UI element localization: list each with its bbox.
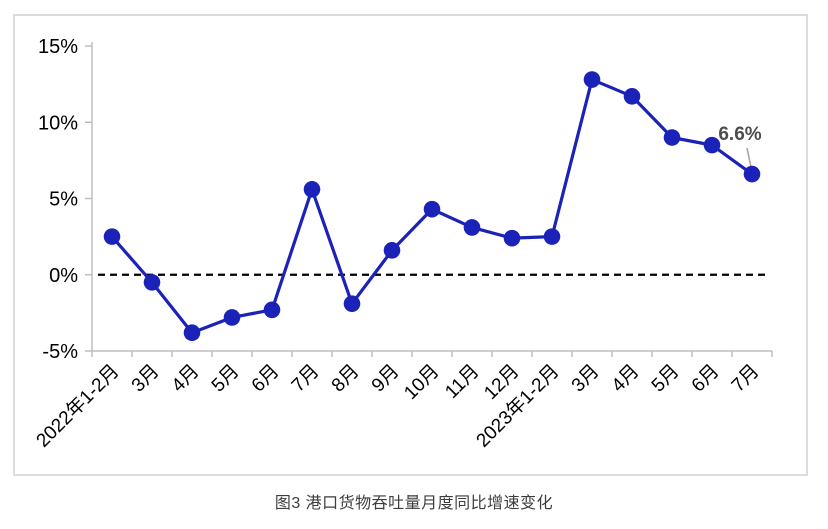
data-point: [463, 219, 481, 236]
y-tick-label: 10%: [38, 112, 78, 134]
data-point: [143, 274, 161, 291]
y-tick-label: 5%: [49, 189, 78, 211]
x-tick-label: 3月: [568, 361, 604, 397]
data-point: [423, 200, 441, 218]
data-point: [503, 229, 521, 247]
y-tick-label: 0%: [49, 265, 78, 287]
data-point: [583, 71, 601, 88]
figure-caption: 图3 港口货物吞吐量月度同比增速变化: [274, 495, 554, 512]
x-tick-label: 4月: [608, 361, 644, 397]
x-tick-label: 11月: [441, 361, 483, 403]
data-point: [103, 228, 121, 245]
data-point: [183, 324, 201, 342]
x-tick-label: 2022年1-2月: [32, 360, 124, 452]
data-point: [623, 88, 641, 105]
annotation-label: 6.6%: [718, 124, 761, 145]
data-point: [343, 295, 361, 313]
annotation-leader-line: [746, 147, 752, 168]
x-tick-label: 7月: [288, 361, 324, 397]
x-tick-label: 6月: [688, 361, 724, 397]
data-point: [383, 242, 401, 259]
x-tick-label: 6月: [248, 361, 284, 397]
data-point: [663, 129, 681, 146]
data-point: [743, 165, 761, 183]
x-tick-label: 5月: [208, 361, 244, 397]
data-point: [303, 181, 321, 198]
x-tick-label: 3月: [128, 361, 164, 397]
x-tick-label: 10月: [400, 361, 443, 404]
data-point: [543, 228, 561, 245]
x-tick-label: 9月: [368, 361, 404, 397]
x-tick-label: 7月: [728, 361, 764, 397]
y-tick-label: 15%: [38, 36, 78, 58]
data-point: [223, 309, 241, 326]
x-tick-label: 8月: [328, 361, 364, 397]
y-tick-label: -5%: [42, 341, 78, 363]
data-point: [703, 136, 721, 154]
data-point: [263, 301, 281, 319]
x-tick-label: 4月: [168, 361, 204, 397]
line-chart: 15%10%5%0%-5%2022年1-2月 3月 4月 5月 6月 7月 8月 9月10月1…: [32, 36, 773, 452]
x-tick-label: 5月: [648, 361, 684, 397]
chart-frame: 15% 10% 5% 0% -5% 2022年1-2月 3月 4月 5月 6月 7月 8月 9月 10月 1…: [13, 14, 808, 476]
